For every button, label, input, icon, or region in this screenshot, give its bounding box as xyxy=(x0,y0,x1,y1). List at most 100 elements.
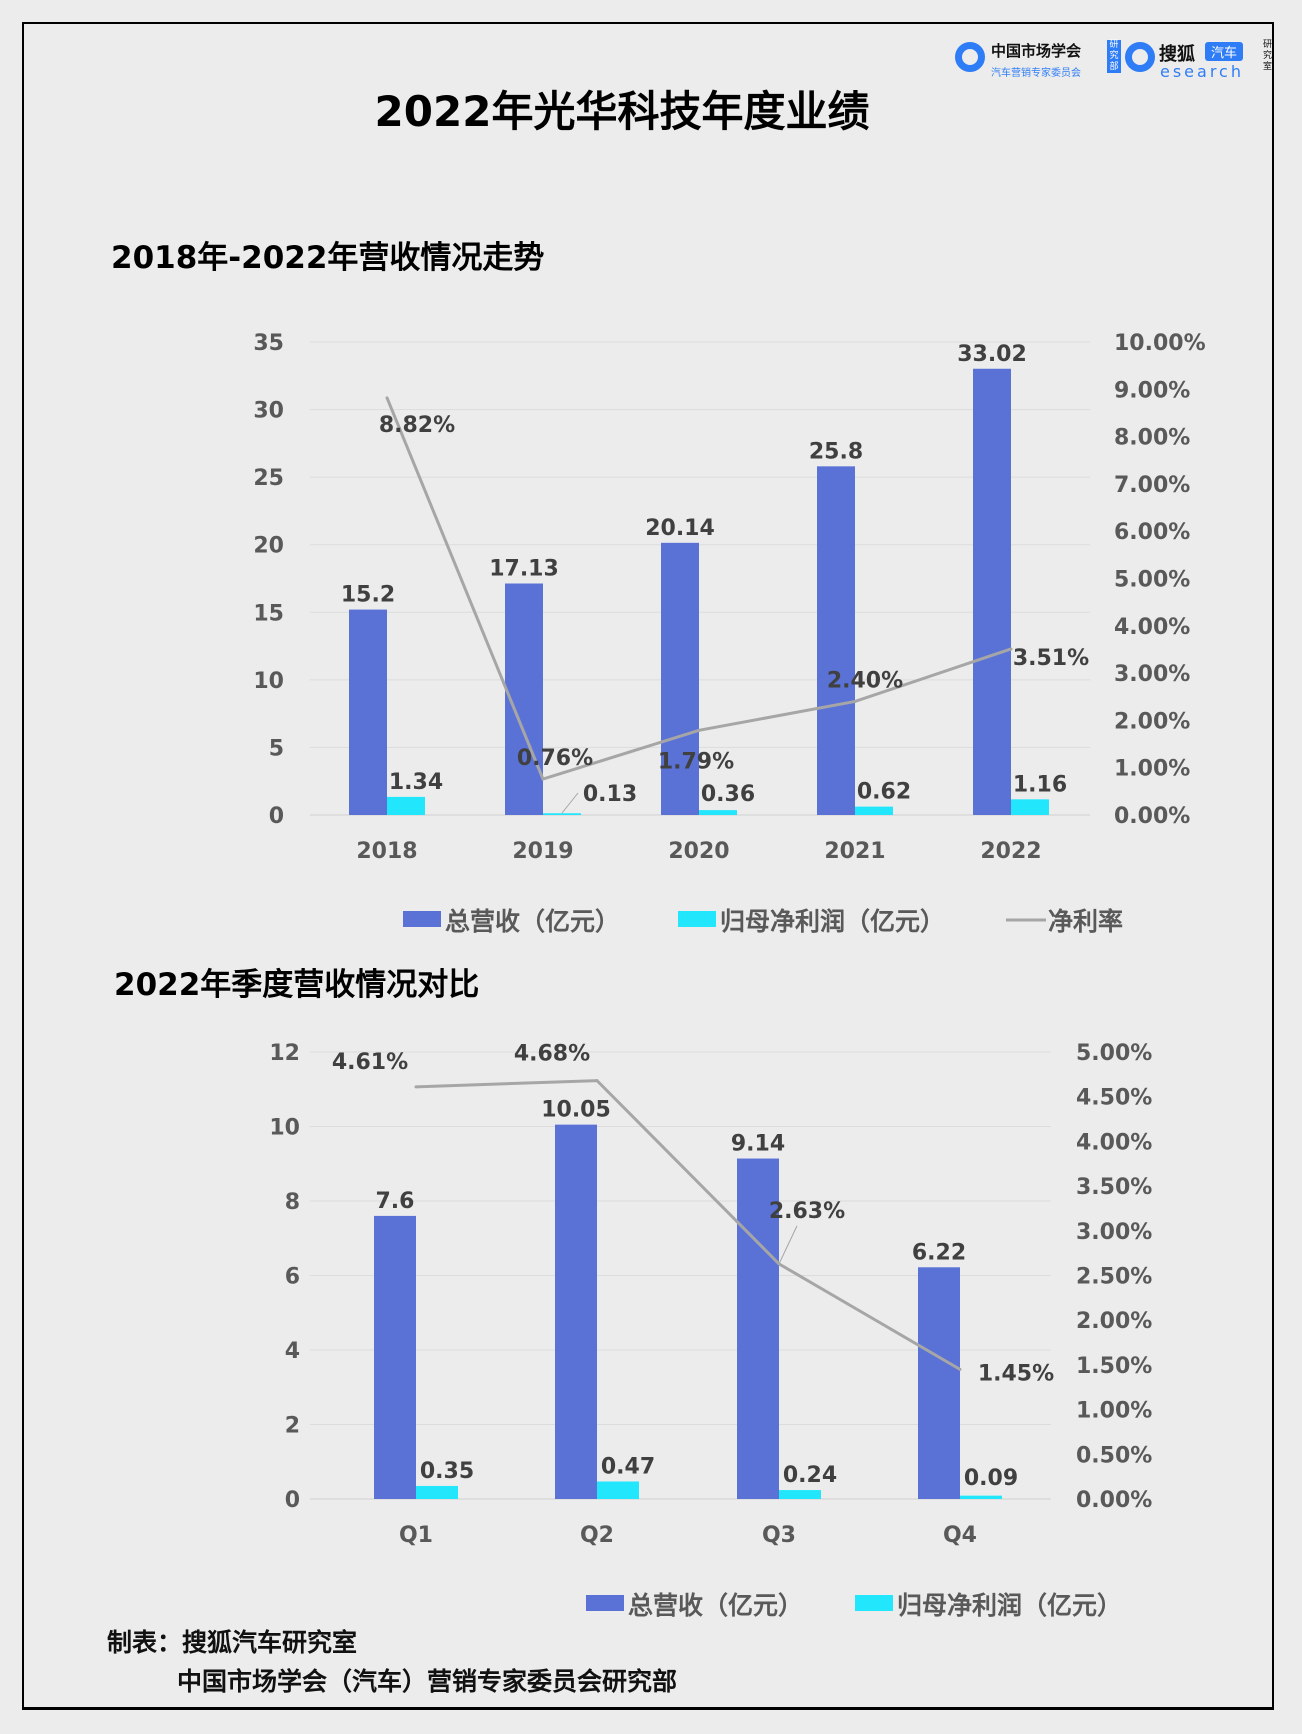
logo-org2-name: 搜狐 xyxy=(1159,44,1195,65)
revenue-bar xyxy=(973,368,1011,815)
legend-label: 总营收（亿元） xyxy=(628,1591,803,1620)
net-margin-line xyxy=(415,1079,961,1371)
y-tick-label: 0 xyxy=(269,804,284,829)
x-tick-label: Q3 xyxy=(762,1523,796,1548)
y2-tick-label: 4.50% xyxy=(1076,1086,1152,1111)
profit-data-label: 0.35 xyxy=(420,1459,474,1484)
footer-credit-1: 制表：搜狐汽车研究室 xyxy=(107,1628,358,1657)
profit-data-label: 0.13 xyxy=(583,782,637,807)
y-tick-label: 2 xyxy=(285,1414,300,1439)
legend-swatch-profit xyxy=(678,911,716,927)
revenue-data-label: 33.02 xyxy=(957,342,1027,367)
y-tick-label: 12 xyxy=(269,1041,300,1066)
profit-data-label: 0.09 xyxy=(964,1466,1018,1491)
revenue-data-label: 10.05 xyxy=(541,1098,611,1123)
x-tick-label: Q1 xyxy=(399,1523,433,1548)
logo-org1-tag: 研究部 xyxy=(1107,40,1121,73)
net-margin-point xyxy=(697,728,701,732)
legend-label: 归母净利润（亿元） xyxy=(720,907,945,936)
revenue-data-label: 20.14 xyxy=(645,516,715,541)
revenue-data-label: 15.2 xyxy=(341,583,395,608)
y2-tick-label: 7.00% xyxy=(1114,473,1190,498)
y2-tick-label: 5.00% xyxy=(1114,568,1190,593)
profit-data-label: 0.36 xyxy=(701,782,755,807)
net-margin-data-label: 3.51% xyxy=(1013,646,1089,671)
y2-tick-label: 4.00% xyxy=(1114,615,1190,640)
logo-r-icon-2 xyxy=(1125,42,1155,72)
chart2-title: 2022年季度营收情况对比 xyxy=(114,967,480,1003)
y2-tick-label: 3.50% xyxy=(1076,1175,1152,1200)
y-tick-label: 5 xyxy=(269,736,284,761)
footer-credit-2: 中国市场学会（汽车）营销专家委员会研究部 xyxy=(177,1667,678,1696)
profit-bar xyxy=(1011,799,1049,815)
revenue-bar xyxy=(349,609,387,815)
net-margin-point xyxy=(385,396,389,400)
y-tick-label: 8 xyxy=(285,1190,300,1215)
y-tick-label: 10 xyxy=(269,1116,300,1141)
y2-tick-label: 1.00% xyxy=(1114,757,1190,782)
leader-line xyxy=(561,792,579,814)
y2-tick-label: 1.50% xyxy=(1076,1354,1152,1379)
y2-tick-label: 5.00% xyxy=(1076,1041,1152,1066)
revenue-data-label: 25.8 xyxy=(809,439,863,464)
profit-bar xyxy=(699,810,737,815)
leader-line xyxy=(778,1225,798,1265)
y2-tick-label: 3.00% xyxy=(1076,1220,1152,1245)
revenue-bar xyxy=(555,1124,597,1499)
y2-tick-label: 6.00% xyxy=(1114,520,1190,545)
y2-tick-label: 1.00% xyxy=(1076,1399,1152,1424)
legend-swatch-revenue xyxy=(586,1595,624,1611)
profit-bar xyxy=(416,1485,458,1499)
y-tick-label: 25 xyxy=(253,466,284,491)
chart1-title: 2018年-2022年营收情况走势 xyxy=(111,240,545,276)
profit-bar xyxy=(855,806,893,815)
page-title: 2022年光华科技年度业绩 xyxy=(374,87,870,136)
profit-data-label: 0.24 xyxy=(783,1463,837,1488)
x-tick-label: 2022 xyxy=(980,839,1041,864)
y-tick-label: 15 xyxy=(253,601,284,626)
net-margin-point xyxy=(1009,647,1013,651)
x-tick-label: Q4 xyxy=(943,1523,977,1548)
revenue-bar xyxy=(661,542,699,815)
net-margin-data-label: 4.68% xyxy=(514,1042,590,1067)
logo-org2-sub: esearch xyxy=(1160,62,1244,81)
net-margin-data-label: 0.76% xyxy=(517,746,593,771)
profit-data-label: 1.34 xyxy=(389,770,443,795)
logo: 中国市场学会 汽车营销专家委员会 研究部 搜狐 汽车 esearch 研究室 xyxy=(955,40,1275,85)
profit-bar xyxy=(387,796,425,815)
profit-data-label: 0.47 xyxy=(601,1454,655,1479)
net-margin-data-label: 4.61% xyxy=(332,1050,408,1075)
x-tick-label: 2019 xyxy=(512,839,573,864)
profit-bar xyxy=(543,813,581,815)
y2-tick-label: 0.00% xyxy=(1076,1488,1152,1513)
x-tick-label: 2020 xyxy=(668,839,729,864)
y-tick-label: 0 xyxy=(285,1488,300,1513)
revenue-data-label: 7.6 xyxy=(376,1189,415,1214)
logo-org1-name: 中国市场学会 xyxy=(991,42,1082,60)
y-tick-label: 35 xyxy=(253,331,284,356)
y2-tick-label: 2.00% xyxy=(1076,1309,1152,1334)
x-tick-label: Q2 xyxy=(580,1523,614,1548)
legend-swatch-profit xyxy=(855,1595,893,1611)
chart-frame xyxy=(22,22,1274,1710)
y2-tick-label: 3.00% xyxy=(1114,662,1190,687)
logo-org2-badge: 汽车 xyxy=(1205,42,1244,61)
y-tick-label: 10 xyxy=(253,669,284,694)
profit-bar xyxy=(597,1481,639,1499)
revenue-data-label: 6.22 xyxy=(912,1240,966,1265)
net-margin-point xyxy=(853,699,857,703)
revenue-data-label: 9.14 xyxy=(731,1132,785,1157)
net-margin-point xyxy=(958,1367,962,1371)
y2-tick-label: 2.00% xyxy=(1114,709,1190,734)
profit-bar xyxy=(779,1490,821,1499)
net-margin-point xyxy=(541,777,545,781)
legend-swatch-revenue xyxy=(403,911,441,927)
revenue-bar xyxy=(817,466,855,815)
y-tick-label: 30 xyxy=(253,399,284,424)
profit-data-label: 0.62 xyxy=(857,780,911,805)
net-margin-data-label: 1.45% xyxy=(978,1361,1054,1386)
y-tick-label: 6 xyxy=(285,1265,300,1290)
revenue-bar xyxy=(374,1215,416,1499)
profit-bar xyxy=(960,1495,1002,1499)
